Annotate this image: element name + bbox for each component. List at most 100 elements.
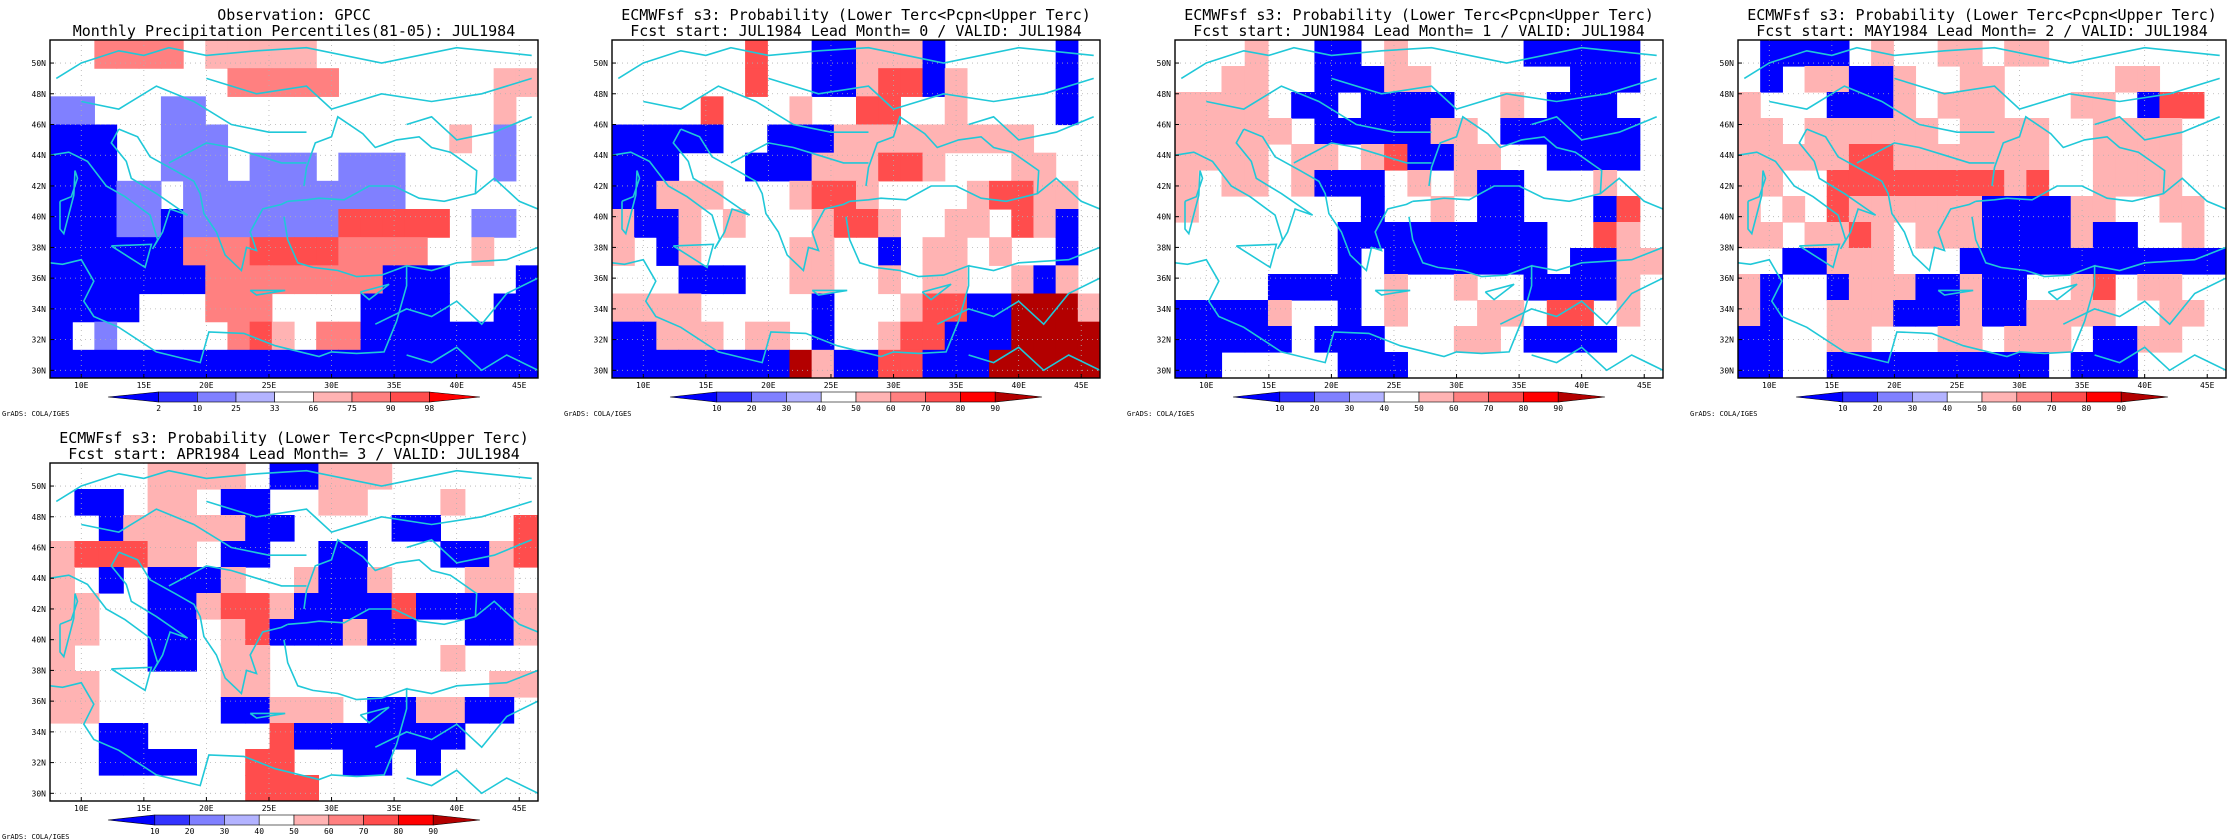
coastline — [537, 578, 538, 583]
percentile-cells — [1175, 40, 1663, 378]
grid-cell — [1760, 300, 1783, 327]
grid-cell — [1011, 321, 1035, 351]
coastline — [936, 277, 1100, 326]
grid-cell — [360, 237, 384, 266]
grid-cell — [1407, 66, 1432, 93]
colorbar-segment — [1842, 391, 1878, 403]
coastline — [406, 115, 533, 141]
grid-cell — [249, 265, 273, 295]
grid-cell — [2159, 118, 2183, 145]
grid-cell — [1430, 222, 1455, 249]
coastline — [406, 769, 538, 795]
grid-cell — [2026, 300, 2050, 327]
grid-cell — [1804, 144, 1828, 171]
grid-cell — [116, 293, 140, 323]
grid-cell — [493, 349, 517, 378]
grid-cell — [360, 209, 384, 238]
grid-cell — [1871, 222, 1894, 249]
grid-cell — [789, 237, 813, 266]
grid-cell — [1221, 92, 1246, 119]
grid-cell — [1055, 96, 1079, 126]
grid-cell — [1893, 196, 1917, 223]
map-panel: ECMWFsf s3: Probability (Lower Terc<Pcpn… — [2, 429, 539, 840]
grid-cell — [811, 68, 835, 97]
grid-cell — [1430, 196, 1455, 223]
grid-cell — [220, 541, 246, 568]
grid-cell — [74, 541, 100, 568]
grid-cell — [944, 293, 968, 323]
grid-cell — [1360, 196, 1385, 223]
lat-tick-label: 34N — [1720, 305, 1735, 314]
colorbar-label: 90 — [990, 404, 1000, 413]
grid-cell — [656, 321, 680, 351]
coastline — [1099, 155, 1100, 160]
colorbar-segment — [1279, 391, 1315, 403]
grid-cell — [1871, 274, 1894, 301]
grid-cell — [1360, 222, 1385, 249]
grid-cell — [2004, 144, 2027, 171]
grid-cell — [98, 749, 124, 776]
colorbar-label: 20 — [747, 404, 757, 413]
coastline — [1374, 289, 1411, 296]
grid-cell — [196, 463, 222, 490]
grid-cell — [1826, 274, 1850, 301]
grid-cell — [1959, 170, 1983, 197]
grid-cell — [1982, 118, 2005, 145]
grid-cell — [391, 593, 417, 620]
grid-cell — [1055, 293, 1079, 323]
grid-cell — [1593, 144, 1618, 171]
grid-cell — [318, 619, 344, 646]
panel-title: Observation: GPCC — [217, 6, 371, 24]
colorbar-label: 70 — [2047, 404, 2057, 413]
grid-cell — [1848, 144, 1872, 171]
grid-cell — [50, 152, 73, 182]
grid-cell — [205, 349, 229, 378]
lat-tick-label: 30N — [1157, 366, 1172, 375]
grid-cell — [1477, 248, 1501, 275]
grid-cell — [1616, 274, 1641, 301]
grid-cell — [678, 321, 702, 351]
lon-tick-label: 25E — [262, 381, 277, 390]
lon-tick-label: 45E — [1074, 381, 1089, 390]
grid-cell — [2137, 274, 2161, 301]
map-frame — [611, 39, 1101, 379]
colorbar-label: 80 — [394, 827, 404, 836]
grid-cell — [811, 180, 835, 210]
coastline — [730, 142, 869, 164]
grid-cell — [1915, 196, 1939, 223]
grid-cell — [138, 209, 162, 238]
grid-cell — [1453, 248, 1478, 275]
grid-cell — [2026, 144, 2050, 171]
grid-cell — [2092, 248, 2116, 275]
grid-cell — [1937, 222, 1961, 249]
percentile-cells — [612, 40, 1100, 378]
grid-cell — [271, 209, 295, 238]
colorbar: 10 20 30 40 50 60 70 80 90 — [1232, 391, 1606, 413]
grid-cell — [1871, 66, 1894, 93]
grid-cell — [172, 619, 197, 646]
grid-cell — [2092, 326, 2116, 353]
grid-cell — [1221, 144, 1246, 171]
colorbar-segment — [328, 814, 364, 826]
coastline — [1235, 243, 1278, 269]
grid-cell — [294, 349, 317, 378]
grid-cell — [833, 68, 857, 97]
grid-cell — [1593, 118, 1618, 145]
grid-cell — [833, 124, 857, 154]
grid-cell — [1959, 222, 1983, 249]
grid-cell — [966, 349, 990, 378]
grid-cell — [2181, 300, 2205, 327]
grid-cell — [1915, 352, 1939, 378]
grid-cell — [318, 489, 344, 516]
grid-cell — [220, 619, 246, 646]
grid-cell — [1011, 152, 1035, 182]
grid-cell — [966, 209, 990, 238]
grid-cell — [515, 68, 538, 97]
grid-cell — [227, 293, 251, 323]
grid-cell — [74, 593, 100, 620]
lat-tick-label: 44N — [32, 574, 47, 583]
grid-cell — [1616, 196, 1641, 223]
lat-tick-label: 34N — [32, 728, 47, 737]
grid-cell — [1033, 152, 1057, 182]
grid-cell — [656, 237, 680, 266]
